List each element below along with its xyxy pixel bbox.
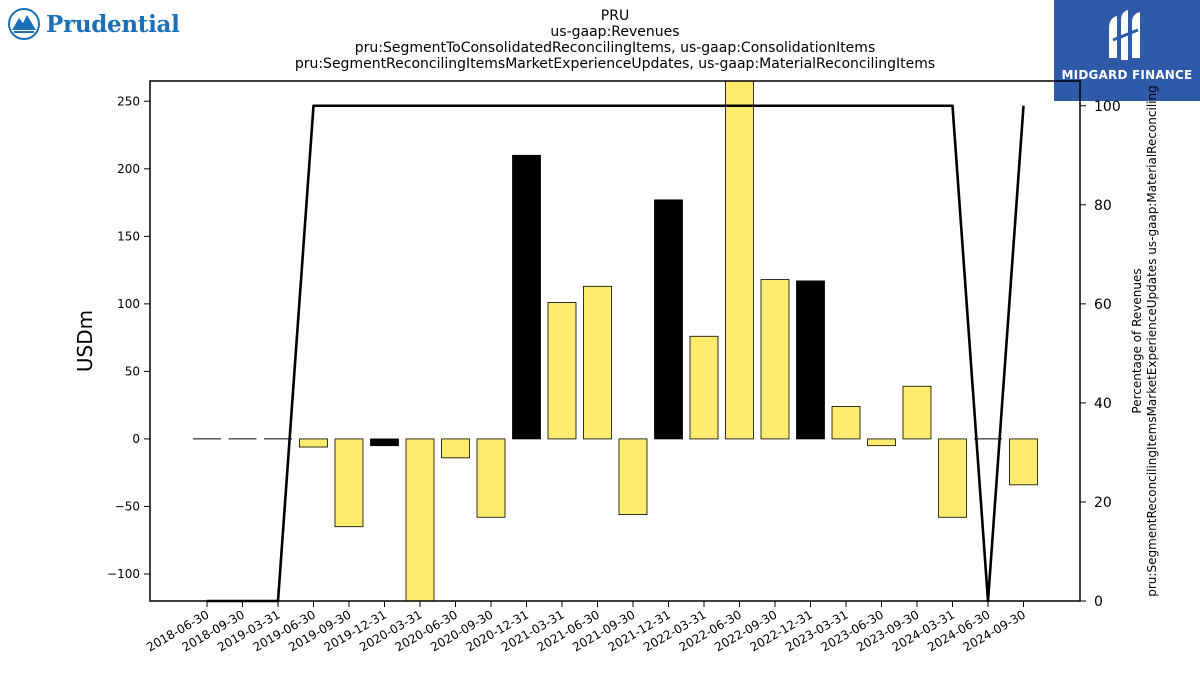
bar-series: [193, 80, 1038, 602]
chart-title-line: pru:SegmentToConsolidatedReconcilingItem…: [355, 40, 875, 56]
y2-tick-label: 80: [1094, 198, 1112, 214]
y2-tick-label: 40: [1094, 396, 1112, 412]
bar: [867, 438, 896, 447]
y2-axis-label-line: pru:SegmentReconcilingItemsMarketExperie…: [1145, 85, 1159, 596]
bar: [299, 438, 328, 448]
midgard-logo-text: MIDGARD FINANCE: [1061, 68, 1193, 82]
chart-title-block: PRUus-gaap:Revenuespru:SegmentToConsolid…: [295, 8, 935, 72]
y2-tick-label: 60: [1094, 297, 1112, 313]
y-tick-label: −100: [107, 567, 140, 581]
y-axis-right: 0 20 40 60 80 100: [1080, 99, 1121, 610]
prudential-rock-icon: [8, 8, 40, 40]
bar: [760, 279, 790, 440]
bar: [689, 335, 719, 440]
y-tick-label: 0: [132, 432, 140, 446]
y-axis-label: USDm: [73, 310, 97, 372]
y-tick-label: 50: [125, 364, 140, 378]
y-tick-label: 150: [117, 229, 140, 243]
y-tick-label: 100: [117, 297, 140, 311]
bar: [796, 280, 825, 440]
prudential-logo-text: Prudential: [46, 10, 180, 38]
percentage-line: [207, 104, 1025, 603]
bar: [725, 80, 754, 440]
midgard-emblem-icon: [1109, 10, 1140, 60]
y-tick-label: −50: [115, 499, 140, 513]
percentage-line-series: [207, 104, 1025, 603]
bar: [334, 438, 364, 528]
bar: [902, 385, 932, 440]
y-tick-label: 200: [117, 162, 140, 176]
bar: [441, 438, 470, 459]
y2-tick-label: 0: [1094, 594, 1103, 610]
bar: [938, 438, 967, 518]
axis-labels: USDm Percentage of Revenues pru:SegmentRec…: [73, 85, 1159, 596]
prudential-logo: Prudential: [8, 8, 180, 40]
chart-title-line: PRU: [601, 8, 629, 24]
x-axis: 2018-06-302018-09-302019-03-312019-06-30…: [144, 601, 1028, 654]
y2-tick-label: 20: [1094, 495, 1112, 511]
chart-title-line: pru:SegmentReconcilingItemsMarketExperie…: [295, 56, 935, 72]
bar: [476, 438, 506, 518]
bar: [512, 154, 541, 440]
plot-frame: [149, 80, 1081, 602]
bar: [618, 438, 648, 515]
bar: [831, 406, 861, 440]
chart-title-line: us-gaap:Revenues: [550, 24, 679, 40]
y2-axis-label-line: Percentage of Revenues: [1130, 268, 1144, 413]
y2-tick-label: 100: [1094, 99, 1121, 115]
bar: [1009, 438, 1038, 486]
bar: [547, 302, 577, 440]
y-axis-left: −100 −50 0 50 100 150 200 250: [107, 94, 150, 581]
bar: [370, 438, 399, 447]
bar: [654, 199, 683, 440]
bar: [583, 285, 612, 440]
bar: [405, 438, 435, 602]
y-tick-label: 250: [117, 94, 140, 108]
midgard-finance-logo: MIDGARD FINANCE: [1054, 0, 1200, 101]
